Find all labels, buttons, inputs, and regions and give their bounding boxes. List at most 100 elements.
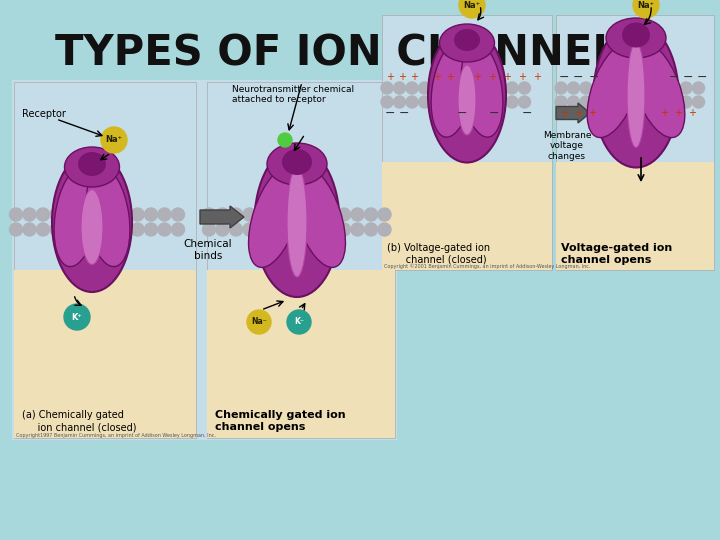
Ellipse shape bbox=[428, 28, 506, 163]
Circle shape bbox=[270, 223, 283, 236]
Ellipse shape bbox=[292, 167, 346, 267]
Text: Neurotransmitter chemical
attached to receptor: Neurotransmitter chemical attached to re… bbox=[232, 85, 354, 104]
FancyArrow shape bbox=[556, 103, 590, 123]
Circle shape bbox=[593, 96, 605, 108]
Circle shape bbox=[50, 223, 63, 236]
Circle shape bbox=[444, 82, 456, 94]
Circle shape bbox=[618, 96, 629, 108]
Text: (b) Voltage-gated ion
      channel (closed): (b) Voltage-gated ion channel (closed) bbox=[387, 244, 490, 265]
Ellipse shape bbox=[461, 43, 503, 137]
Text: +: + bbox=[410, 72, 418, 82]
Text: +: + bbox=[433, 72, 441, 82]
Circle shape bbox=[493, 96, 505, 108]
Circle shape bbox=[518, 82, 531, 94]
Circle shape bbox=[37, 223, 50, 236]
Text: +: + bbox=[518, 72, 526, 82]
Circle shape bbox=[518, 96, 531, 108]
Circle shape bbox=[23, 208, 36, 221]
Circle shape bbox=[117, 208, 130, 221]
Text: −: − bbox=[572, 71, 583, 84]
Ellipse shape bbox=[54, 167, 98, 267]
Circle shape bbox=[171, 208, 184, 221]
Ellipse shape bbox=[627, 43, 645, 147]
Circle shape bbox=[567, 96, 580, 108]
Circle shape bbox=[456, 96, 468, 108]
Circle shape bbox=[394, 82, 405, 94]
Ellipse shape bbox=[454, 29, 480, 51]
Ellipse shape bbox=[267, 143, 327, 185]
Text: Copyright ©2001 Benjamin Cummings, an imprint of Addison-Wesley Longman, Inc.: Copyright ©2001 Benjamin Cummings, an im… bbox=[384, 264, 590, 269]
Text: TYPES OF ION CHANNELS: TYPES OF ION CHANNELS bbox=[55, 32, 649, 74]
Circle shape bbox=[655, 82, 667, 94]
Ellipse shape bbox=[622, 23, 650, 48]
Circle shape bbox=[9, 223, 22, 236]
Circle shape bbox=[605, 96, 617, 108]
Text: −: − bbox=[522, 106, 532, 119]
Circle shape bbox=[444, 96, 456, 108]
Text: −: − bbox=[697, 71, 707, 84]
Circle shape bbox=[381, 96, 393, 108]
Circle shape bbox=[593, 82, 605, 94]
Text: Voltage-gated ion
channel opens: Voltage-gated ion channel opens bbox=[561, 244, 672, 265]
Circle shape bbox=[580, 96, 592, 108]
Circle shape bbox=[158, 208, 171, 221]
Ellipse shape bbox=[78, 152, 106, 176]
Circle shape bbox=[364, 208, 377, 221]
Text: Receptor: Receptor bbox=[22, 109, 66, 119]
Text: +: + bbox=[386, 72, 394, 82]
Ellipse shape bbox=[52, 152, 132, 292]
Circle shape bbox=[287, 310, 311, 334]
Ellipse shape bbox=[65, 147, 120, 187]
Circle shape bbox=[91, 208, 104, 221]
Circle shape bbox=[284, 208, 297, 221]
Circle shape bbox=[642, 96, 654, 108]
Ellipse shape bbox=[631, 43, 685, 138]
Circle shape bbox=[297, 223, 310, 236]
Circle shape bbox=[506, 96, 518, 108]
Circle shape bbox=[351, 208, 364, 221]
Circle shape bbox=[493, 82, 505, 94]
Bar bbox=[556, 162, 714, 270]
Ellipse shape bbox=[458, 65, 476, 135]
Text: +: + bbox=[488, 72, 496, 82]
Ellipse shape bbox=[606, 18, 666, 58]
Ellipse shape bbox=[431, 43, 473, 137]
Circle shape bbox=[230, 208, 243, 221]
Circle shape bbox=[145, 208, 158, 221]
Ellipse shape bbox=[588, 43, 641, 138]
Text: Chemically gated ion
channel opens: Chemically gated ion channel opens bbox=[215, 410, 346, 432]
Text: −: − bbox=[589, 71, 599, 84]
Text: +: + bbox=[398, 72, 406, 82]
Text: +: + bbox=[574, 108, 582, 118]
Circle shape bbox=[567, 82, 580, 94]
Text: −: − bbox=[399, 106, 409, 119]
Circle shape bbox=[131, 223, 144, 236]
Bar bbox=[207, 270, 395, 438]
Circle shape bbox=[256, 208, 269, 221]
Text: −: − bbox=[669, 71, 679, 84]
Circle shape bbox=[324, 208, 337, 221]
Text: Na⁺: Na⁺ bbox=[106, 136, 122, 145]
Bar bbox=[382, 15, 552, 270]
Text: K⁻: K⁻ bbox=[294, 318, 304, 327]
Circle shape bbox=[171, 223, 184, 236]
Circle shape bbox=[230, 223, 243, 236]
Circle shape bbox=[618, 82, 629, 94]
Circle shape bbox=[630, 82, 642, 94]
Text: −: − bbox=[456, 106, 467, 119]
Text: Na⁺: Na⁺ bbox=[637, 1, 654, 10]
Circle shape bbox=[381, 82, 393, 94]
Text: (a) Chemically gated
     ion channel (closed): (a) Chemically gated ion channel (closed… bbox=[22, 410, 137, 432]
Text: −: − bbox=[559, 71, 570, 84]
Circle shape bbox=[406, 96, 418, 108]
Circle shape bbox=[469, 96, 480, 108]
Text: Na⁻: Na⁻ bbox=[251, 318, 267, 327]
Ellipse shape bbox=[254, 147, 340, 297]
Text: +: + bbox=[674, 108, 682, 118]
Text: Copyright1997 Benjamin Cummings, an imprint of Addison Wesley Longman, Inc.: Copyright1997 Benjamin Cummings, an impr… bbox=[16, 433, 216, 438]
Circle shape bbox=[50, 208, 63, 221]
Circle shape bbox=[580, 82, 592, 94]
Text: −: − bbox=[683, 71, 693, 84]
Circle shape bbox=[104, 208, 117, 221]
Ellipse shape bbox=[439, 24, 495, 62]
